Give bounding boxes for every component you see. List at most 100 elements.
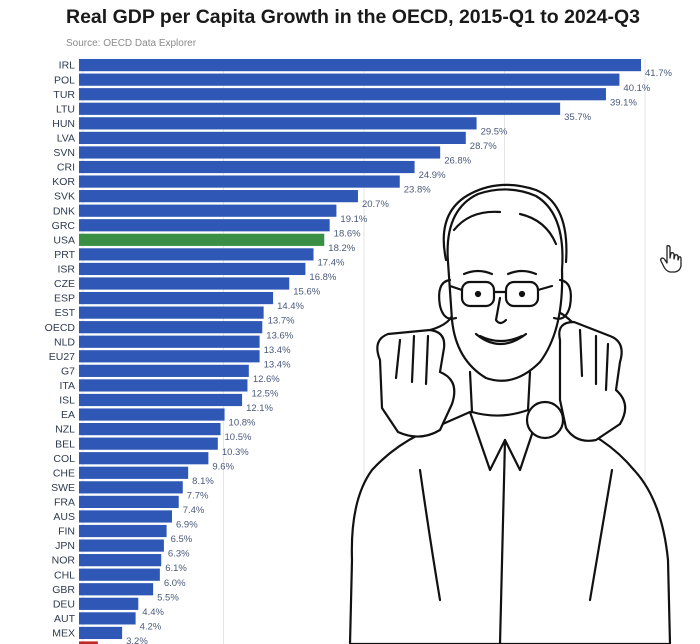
category-label: EU27 <box>49 351 75 363</box>
bar-fra <box>79 495 179 508</box>
value-label: 12.6% <box>253 374 280 385</box>
bar-grc <box>79 219 330 232</box>
bar-fin <box>79 524 167 538</box>
value-label: 6.1% <box>165 563 187 574</box>
value-label: 4.2% <box>140 621 162 632</box>
category-label: EA <box>61 409 75 421</box>
bar-nor <box>79 554 162 567</box>
value-label: 8.1% <box>192 476 214 487</box>
category-label: IRL <box>59 60 76 72</box>
value-label: 26.8% <box>444 156 471 167</box>
value-label: 24.9% <box>419 170 446 181</box>
bar-svn <box>79 146 441 159</box>
bar-nzl <box>79 423 221 436</box>
value-label: 16.8% <box>309 272 336 283</box>
category-label: CZE <box>54 278 75 290</box>
value-label: 39.1% <box>610 97 637 108</box>
category-label: CHE <box>53 467 75 479</box>
value-label: 6.3% <box>168 549 190 560</box>
bar-aus <box>79 510 172 523</box>
category-label: JPN <box>55 540 75 552</box>
value-label: 9.6% <box>212 461 234 472</box>
category-label: AUS <box>53 511 75 523</box>
category-label: ISR <box>57 264 75 276</box>
bar-chl <box>79 568 160 581</box>
value-label: 20.7% <box>362 199 389 210</box>
category-label: FIN <box>58 526 75 538</box>
hand-pointer-icon <box>660 245 682 273</box>
value-label: 6.0% <box>164 578 186 589</box>
bar-aut <box>79 612 136 625</box>
bar-oecd <box>79 321 263 334</box>
value-label: 10.5% <box>225 432 252 443</box>
bar-deu <box>79 597 139 610</box>
value-label: 17.4% <box>318 257 345 268</box>
value-labels: 41.7% 40.1% 39.1% 35.7% 29.5% 28.7% 26.8% 24.9%… <box>126 68 672 644</box>
value-label: 7.7% <box>187 490 209 501</box>
category-label: EST <box>55 307 76 319</box>
value-label: 29.5% <box>481 126 508 137</box>
value-label: 18.2% <box>328 243 355 254</box>
bar-cze <box>79 277 290 290</box>
bar-bel <box>79 437 218 450</box>
bar-svk <box>79 190 358 203</box>
bar-can <box>79 641 98 644</box>
bars <box>79 59 641 644</box>
category-label: G7 <box>61 365 75 377</box>
category-label: CRI <box>57 162 75 174</box>
bar-tur <box>79 88 606 101</box>
value-label: 15.6% <box>293 287 320 298</box>
bar-jpn <box>79 539 164 552</box>
bar-isr <box>79 262 306 276</box>
category-label: CHL <box>54 569 75 581</box>
bar-col <box>79 452 209 465</box>
value-label: 13.6% <box>266 330 293 341</box>
category-label: NLD <box>54 336 75 348</box>
bar-nld <box>79 335 260 348</box>
value-label: 4.4% <box>142 607 164 618</box>
category-label: MEX <box>52 628 75 640</box>
value-label: 19.1% <box>340 214 367 225</box>
category-label: GBR <box>52 584 75 596</box>
bar-usa <box>79 233 325 246</box>
category-label: FRA <box>54 497 75 509</box>
bar-hun <box>79 117 477 130</box>
category-label: TUR <box>53 89 75 101</box>
value-label: 13.7% <box>268 316 295 327</box>
category-label: ITA <box>59 380 75 392</box>
chart-subtitle: Source: OECD Data Explorer <box>66 38 197 49</box>
man-illustration <box>348 183 672 644</box>
category-label: DEU <box>53 598 75 610</box>
category-label: AUT <box>54 613 76 625</box>
bar-mex <box>79 626 123 640</box>
bar-prt <box>79 248 314 261</box>
value-label: 5.5% <box>157 592 179 603</box>
category-label: NOR <box>52 555 76 567</box>
bar-irl <box>79 59 641 72</box>
bar-isl <box>79 393 243 407</box>
bar-dnk <box>79 204 337 217</box>
value-label: 6.5% <box>171 534 193 545</box>
bar-che <box>79 466 189 479</box>
chart-title: Real GDP per Capita Growth in the OECD, … <box>66 6 640 28</box>
bar-pol <box>79 73 620 86</box>
value-label: 10.3% <box>222 447 249 458</box>
category-label: PRT <box>54 249 75 261</box>
category-label: POL <box>54 74 75 86</box>
category-label: BEL <box>55 438 75 450</box>
category-label: USA <box>53 234 75 246</box>
category-label: ESP <box>54 293 75 305</box>
category-label: HUN <box>52 118 75 130</box>
value-label: 7.4% <box>183 505 205 516</box>
category-label: ISL <box>59 395 75 407</box>
value-label: 18.6% <box>334 228 361 239</box>
value-label: 14.4% <box>277 301 304 312</box>
category-label: COL <box>53 453 75 465</box>
bar-swe <box>79 481 183 494</box>
value-label: 28.7% <box>470 141 497 152</box>
category-label: NZL <box>55 424 75 436</box>
category-labels: IRL POL TUR LTU HUN LVA SVN CRI KOR SVK DNK GRC USA P… <box>45 60 76 644</box>
value-label: 10.8% <box>229 418 256 429</box>
bar-ltu <box>79 102 561 115</box>
